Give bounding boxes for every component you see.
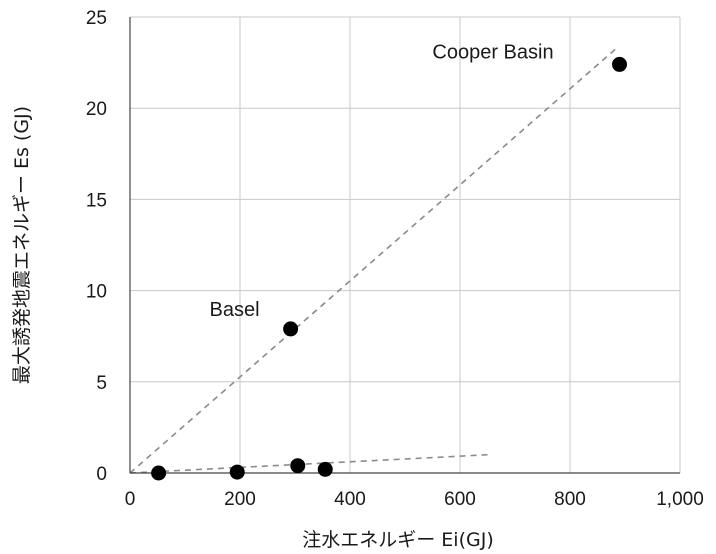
y-tick-label: 20 [86, 99, 107, 120]
trendline [129, 453, 488, 474]
trendlines [129, 47, 618, 474]
x-tick-label: 800 [554, 489, 586, 510]
annotations: Cooper Basin Basel [209, 42, 553, 321]
tick-labels: 0 200 400 600 800 1,000 0 5 10 15 20 25 [86, 8, 704, 510]
x-tick-label: 400 [334, 489, 366, 510]
annotation-label: Basel [209, 299, 259, 321]
data-points [151, 56, 627, 481]
x-axis-label: 注水エネルギー Ei(GJ) [302, 529, 493, 551]
y-tick-label: 5 [96, 373, 107, 394]
axes [129, 17, 680, 474]
x-tick-label: 600 [444, 489, 476, 510]
x-tick-label: 0 [125, 489, 136, 510]
grid-lines [130, 16, 681, 473]
y-tick-label: 25 [86, 8, 107, 29]
annotation-label: Cooper Basin [432, 42, 553, 64]
trendline [129, 47, 618, 474]
x-tick-label: 200 [224, 489, 256, 510]
y-tick-label: 15 [86, 190, 107, 211]
data-point [151, 465, 167, 481]
x-tick-label: 1,000 [656, 489, 704, 510]
y-axis-label: 最大誘発地震エネルギー Es (GJ) [11, 106, 33, 384]
data-point [290, 458, 306, 474]
data-point [229, 464, 245, 480]
data-point [317, 461, 333, 477]
data-point [612, 56, 627, 72]
data-point [283, 321, 299, 337]
y-tick-label: 10 [86, 282, 107, 303]
y-tick-label: 0 [96, 464, 107, 485]
